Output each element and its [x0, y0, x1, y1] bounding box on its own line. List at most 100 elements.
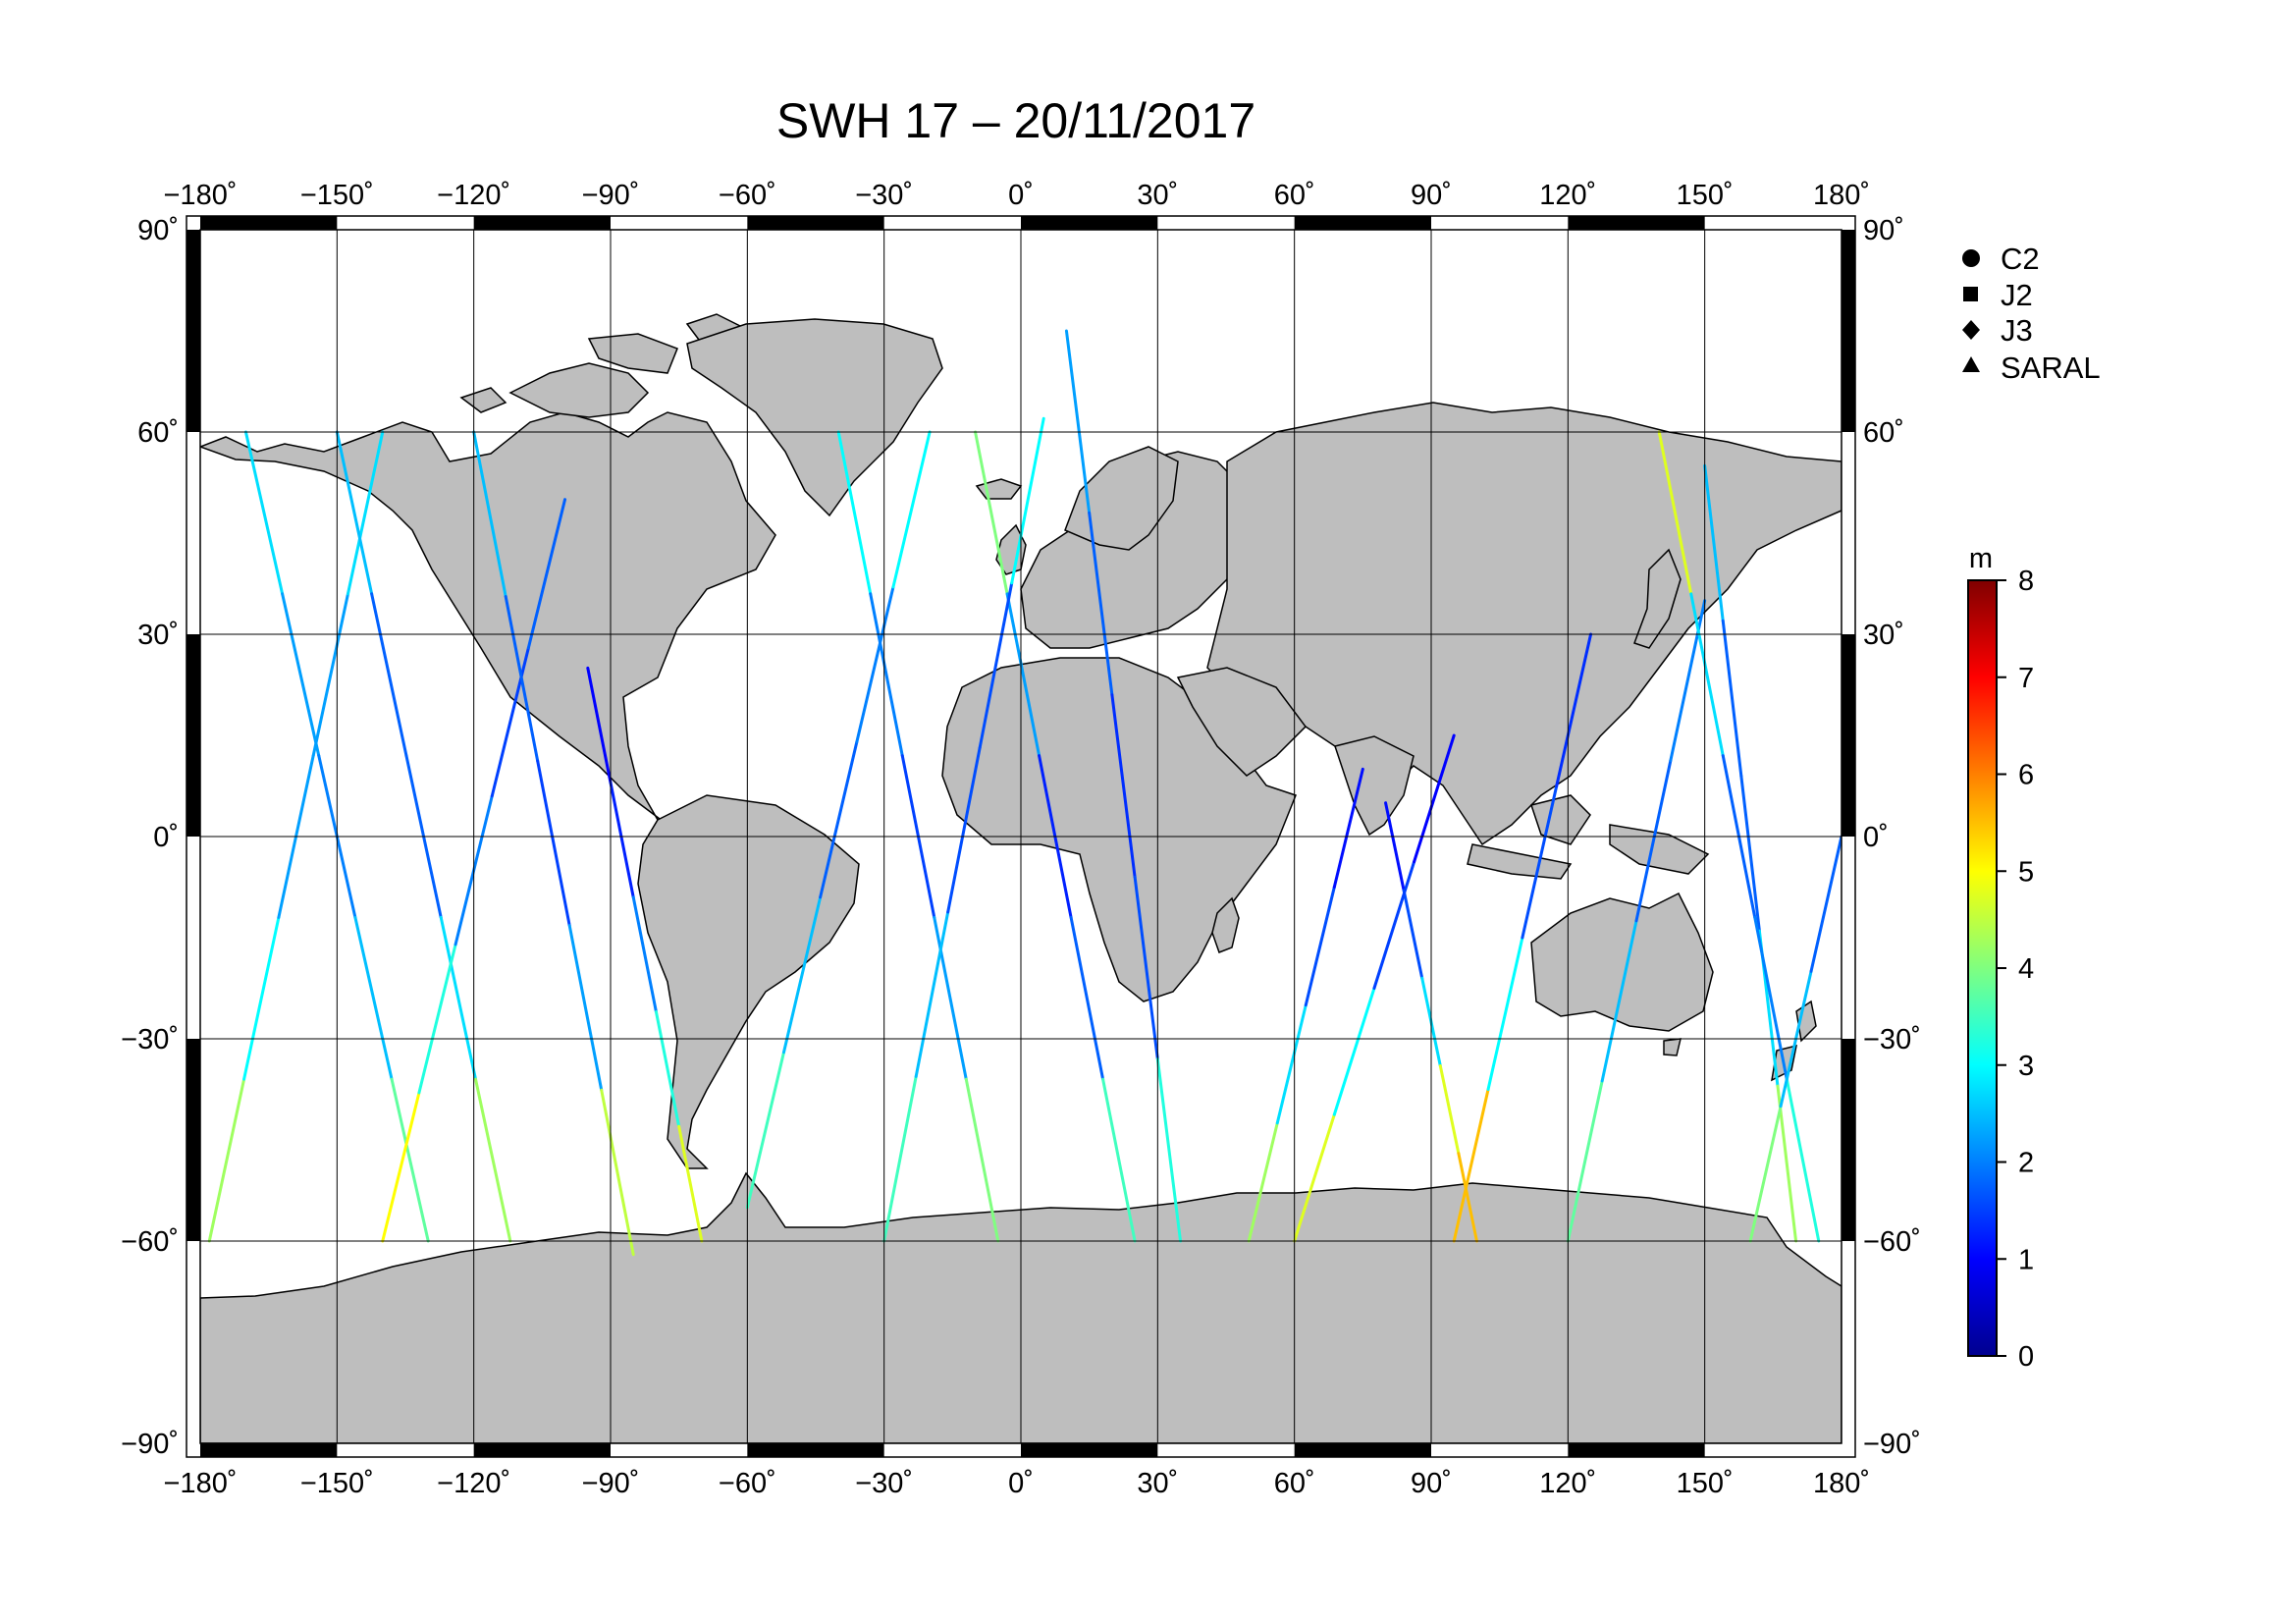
track-segment-j3-0-0	[381, 1091, 421, 1243]
track-segment-saral-1-3	[978, 581, 1014, 749]
square-icon	[1963, 287, 1978, 301]
right-lat-tick-label: −90˚	[1863, 1429, 1921, 1460]
track-segment-c2-1-1	[370, 592, 408, 758]
right-lat-tick-label: −30˚	[1863, 1024, 1921, 1055]
left-lat-tick-label: −30˚	[121, 1024, 179, 1055]
bottom-lon-tick-label: −60˚	[719, 1468, 776, 1499]
bottom-lon-tick-label: 0˚	[1008, 1468, 1034, 1499]
track-segment-saral-0-0	[472, 430, 507, 599]
track-segment-j2-4-1	[1600, 919, 1638, 1083]
triangle-icon	[1962, 356, 1980, 372]
top-lon-tick-label: −60˚	[719, 180, 776, 211]
track-segment-j3-2-3	[1413, 733, 1456, 864]
bottom-lon-tick-label: 120˚	[1539, 1468, 1596, 1499]
colorbar-tick-label: 1	[2018, 1244, 2034, 1275]
track-segment-saral-0-1	[504, 595, 540, 763]
track-segment-j2-4-0	[1566, 1079, 1604, 1243]
track-segment-c2-3-1	[1088, 511, 1114, 697]
bottom-lon-tick-label: −120˚	[437, 1468, 510, 1499]
circle-icon	[1962, 249, 1980, 267]
track-segment-c2-0-1	[242, 915, 281, 1081]
track-segment-j2-2-1	[869, 592, 904, 758]
track-segment-j2-0-1	[281, 592, 321, 758]
right-lat-tick-label: −60˚	[1863, 1226, 1921, 1258]
right-lat-tick-label: 0˚	[1863, 822, 1889, 853]
colorbar-tick-label: 3	[2018, 1051, 2034, 1082]
track-segment-c2-3-0	[1064, 329, 1092, 514]
legend-label-j2: J2	[2001, 278, 2033, 312]
bottom-lon-tick-label: −30˚	[855, 1468, 913, 1499]
track-segment-c2-3-2	[1110, 693, 1137, 879]
top-lon-tick-label: 180˚	[1813, 180, 1870, 211]
track-segment-j2-1-3	[855, 585, 895, 744]
track-segment-saral-1-4	[1010, 416, 1045, 585]
track-segment-j3-3-1	[1689, 592, 1725, 758]
track-segment-j3-3-4	[1785, 1077, 1821, 1243]
track-segment-c2-5-2	[1739, 774, 1761, 933]
track-segment-j3-3-3	[1753, 915, 1789, 1081]
track-segment-saral-1-0	[882, 1074, 918, 1243]
track-segment-j2-2-0	[836, 430, 873, 596]
bottom-lon-tick-label: 30˚	[1137, 1468, 1178, 1499]
track-segment-saral-2-2	[1521, 784, 1559, 940]
track-segment-j2-3-1	[1275, 1003, 1308, 1125]
bottom-lon-tick-label: 90˚	[1411, 1468, 1452, 1499]
track-segment-c2-2-3	[654, 1010, 681, 1128]
colorbar-tick-label: 5	[2018, 856, 2034, 888]
track-segment-c2-2-1	[609, 781, 635, 899]
track-segment-c2-4-4	[1457, 1152, 1478, 1243]
top-lon-tick-label: −180˚	[164, 180, 238, 211]
bottom-lon-tick-label: 180˚	[1813, 1468, 1870, 1499]
axis-tick-labels: −180˚ −180˚ −150˚ −150˚ −120˚ −120˚ −90˚ −90˚ −6…	[121, 180, 1921, 1499]
colorbar-ticks: 0 1 2 3 4 5 6 7 8	[1997, 566, 2034, 1373]
track-segment-j3-3-0	[1657, 430, 1693, 596]
track-segment-c2-4-1	[1402, 889, 1424, 980]
track-segment-saral-0-4	[600, 1088, 635, 1257]
bottom-lon-tick-label: 150˚	[1677, 1468, 1734, 1499]
track-segment-j3-0-1	[417, 943, 457, 1095]
colorbar-unit: m	[1969, 543, 1993, 574]
track-segment-j3-1-0	[974, 430, 1009, 596]
track-segment-c2-4-0	[1384, 801, 1406, 893]
map-border	[199, 229, 1842, 1444]
track-segment-c2-5-1	[1721, 619, 1743, 778]
track-segment-saral-2-3	[1555, 632, 1593, 787]
track-segment-c2-1-0	[335, 430, 374, 596]
track-segment-j2-1-2	[819, 740, 859, 899]
track-segment-c2-0-4	[346, 430, 385, 596]
left-lat-tick-label: 0˚	[153, 822, 179, 853]
legend-label-j3: J3	[2001, 313, 2033, 348]
track-segment-c2-4-3	[1438, 1063, 1461, 1156]
track-segment-j3-2-2	[1372, 860, 1416, 990]
top-lon-tick-label: −150˚	[300, 180, 374, 211]
top-lon-tick-label: 120˚	[1539, 180, 1596, 211]
bottom-lon-tick-label: −90˚	[582, 1468, 640, 1499]
track-segment-c2-3-3	[1133, 875, 1159, 1061]
left-lat-tick-label: 60˚	[137, 417, 179, 449]
track-segment-j2-3-0	[1247, 1121, 1279, 1243]
graticule-grid	[200, 230, 1842, 1443]
track-segment-c2-5-0	[1703, 463, 1725, 622]
colorbar-tick-label: 7	[2018, 663, 2034, 694]
track-segment-j3-2-0	[1293, 1112, 1336, 1243]
left-lat-tick-label: −60˚	[121, 1226, 179, 1258]
top-lon-tick-label: 0˚	[1008, 180, 1034, 211]
legend-label-saral: SARAL	[2001, 351, 2101, 385]
track-segment-j2-2-3	[933, 915, 968, 1081]
track-segment-j2-0-3	[353, 915, 394, 1081]
legend-label-c2: C2	[2001, 242, 2040, 276]
track-segment-c2-1-3	[439, 915, 478, 1081]
colorbar: m 0 1 2 3 4 5 6 7 8	[1967, 543, 2034, 1373]
bottom-lon-tick-label: −150˚	[300, 1468, 374, 1499]
top-lon-tick-label: 30˚	[1137, 180, 1178, 211]
track-segment-c2-3-4	[1155, 1057, 1183, 1243]
track-segment-c2-2-2	[631, 895, 658, 1014]
track-segment-saral-3-0	[1748, 1105, 1783, 1243]
track-segment-saral-1-2	[946, 745, 982, 914]
top-lon-tick-label: −30˚	[855, 180, 913, 211]
top-lon-tick-label: −90˚	[582, 180, 640, 211]
track-segment-saral-2-1	[1486, 936, 1524, 1091]
track-segment-c2-0-3	[311, 592, 349, 758]
track-segment-saral-2-0	[1452, 1088, 1490, 1243]
